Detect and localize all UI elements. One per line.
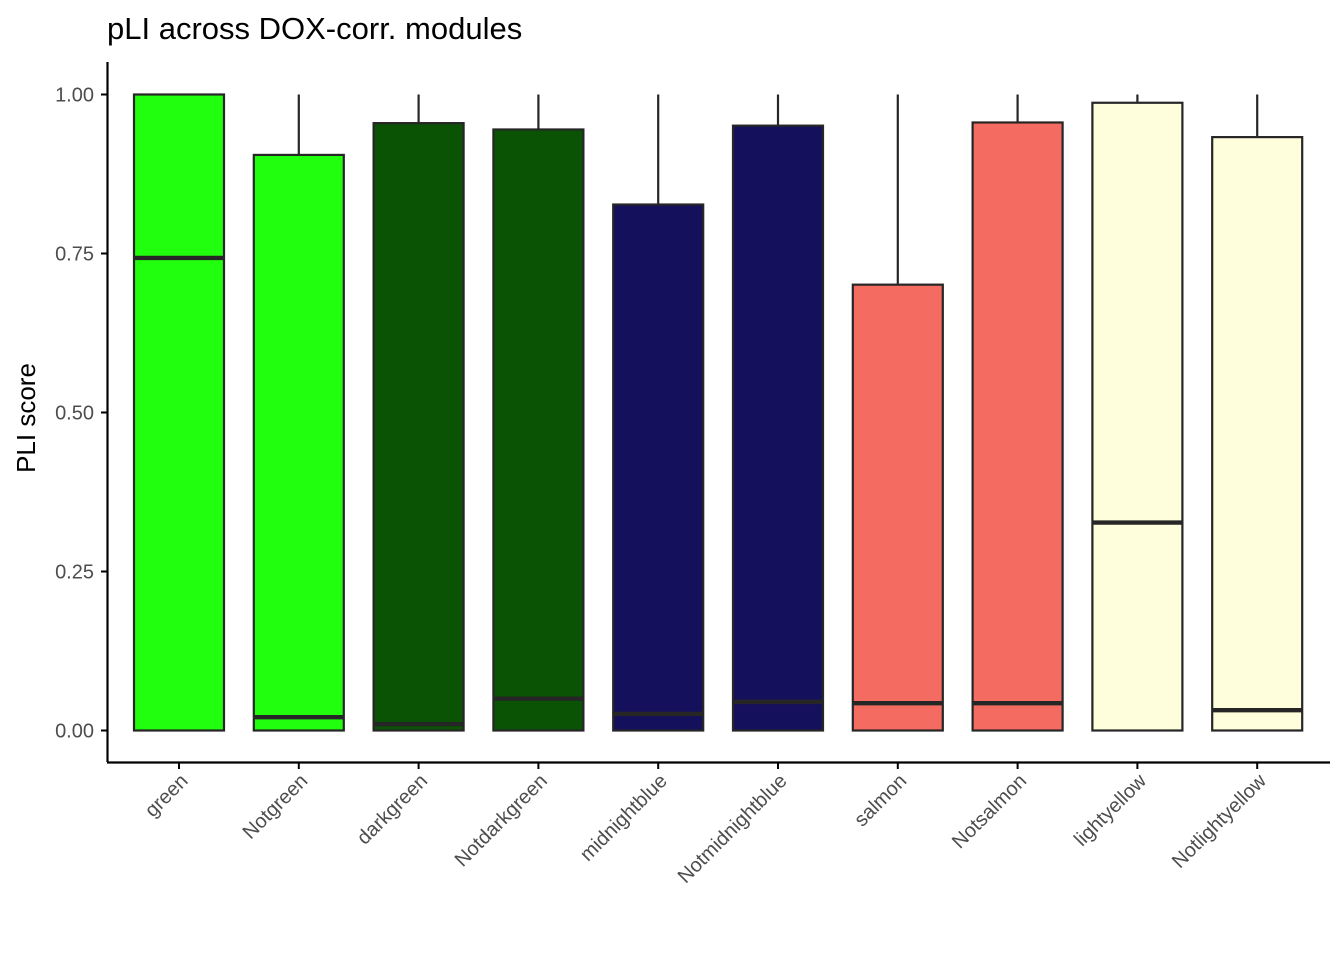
y-tick-label: 0.00 bbox=[55, 721, 94, 743]
y-tick-label: 0.50 bbox=[55, 403, 94, 425]
box-body bbox=[1211, 136, 1304, 732]
y-axis-label: PLI score bbox=[11, 363, 41, 473]
box-body bbox=[132, 93, 226, 732]
y-tick-label: 1.00 bbox=[55, 85, 94, 107]
box-Notsalmon bbox=[971, 94, 1064, 732]
y-tick-label: 0.75 bbox=[55, 244, 94, 266]
box-green bbox=[132, 93, 226, 732]
axes-layer bbox=[106, 62, 1330, 764]
x-tick-label: Notmidnightblue bbox=[674, 770, 792, 888]
box-Notlightyellow bbox=[1211, 94, 1304, 732]
box-body bbox=[1091, 101, 1184, 732]
box-darkgreen bbox=[372, 94, 465, 732]
x-tick-label: Notgreen bbox=[239, 770, 313, 844]
box-body bbox=[252, 153, 345, 732]
x-tick-label: darkgreen bbox=[353, 770, 432, 849]
box-Notdarkgreen bbox=[492, 94, 585, 732]
box-salmon bbox=[851, 94, 944, 732]
y-ticks-layer: 0.00 0.25 0.50 0.75 1.00 bbox=[55, 85, 107, 743]
x-tick-label: Notdarkgreen bbox=[451, 770, 552, 871]
box-body bbox=[372, 122, 465, 732]
chart-title: pLI across DOX-corr. modules bbox=[107, 11, 522, 46]
box-body bbox=[492, 128, 585, 732]
box-body bbox=[731, 124, 825, 732]
box-lightyellow bbox=[1091, 94, 1184, 732]
x-ticks-layer: green Notgreen darkgreen Notdarkgreen midnig… bbox=[141, 763, 1271, 888]
box-body bbox=[851, 283, 944, 732]
boxes-layer bbox=[132, 93, 1304, 732]
y-tick-label: 0.25 bbox=[55, 562, 94, 584]
box-body bbox=[612, 203, 705, 732]
x-tick-label: midnightblue bbox=[576, 770, 672, 866]
x-tick-label: Notlightyellow bbox=[1168, 770, 1271, 873]
x-tick-label: lightyellow bbox=[1070, 770, 1151, 851]
box-Notmidnightblue bbox=[731, 94, 825, 732]
x-tick-label: Notsalmon bbox=[948, 770, 1031, 853]
x-tick-label: salmon bbox=[850, 770, 911, 831]
box-midnightblue bbox=[612, 94, 705, 732]
box-Notgreen bbox=[252, 94, 345, 732]
x-tick-label: green bbox=[141, 770, 193, 822]
box-body bbox=[971, 121, 1064, 732]
